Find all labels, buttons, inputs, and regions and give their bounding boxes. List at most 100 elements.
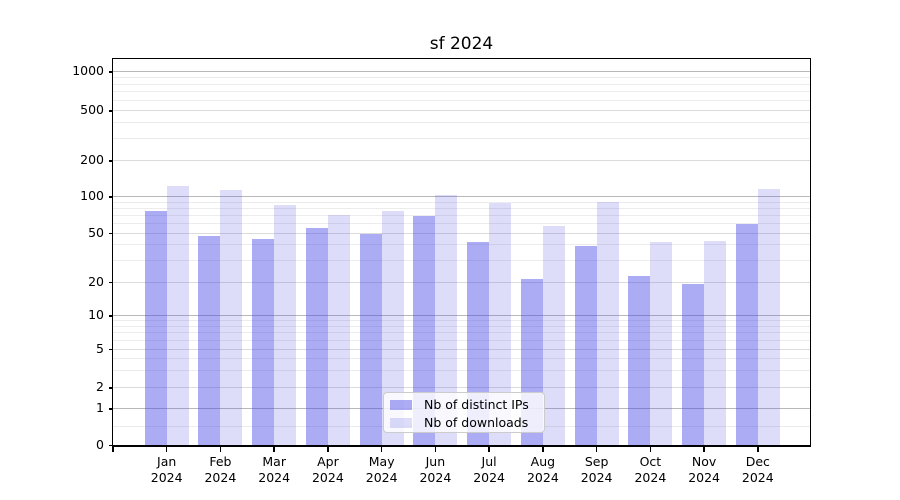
gridline xyxy=(113,281,810,283)
plot-area: Nb of distinct IPs Nb of downloads xyxy=(112,58,811,447)
x-tick-mark xyxy=(327,447,329,452)
minor-gridline xyxy=(113,137,810,139)
bar-downloads-jan xyxy=(166,186,189,445)
x-tick-mark xyxy=(703,447,705,452)
y-tick-label: 50 xyxy=(88,224,104,240)
minor-gridline xyxy=(113,370,810,371)
legend-entry-distinct-ips: Nb of distinct IPs xyxy=(384,396,544,414)
gridline xyxy=(113,387,810,388)
minor-gridline xyxy=(113,214,810,216)
y-tick-mark xyxy=(108,387,113,389)
minor-gridline xyxy=(113,357,810,359)
x-tick-mark xyxy=(595,447,598,452)
x-tick-label: Oct 2024 xyxy=(634,454,667,485)
y-tick-label: 20 xyxy=(88,273,104,289)
y-tick-mark xyxy=(108,281,113,283)
gridline xyxy=(113,71,810,72)
bar-downloads-jul xyxy=(489,203,512,445)
y-tick-mark xyxy=(108,408,113,410)
x-tick-label: Jul 2024 xyxy=(473,454,505,485)
minor-gridline xyxy=(113,320,810,322)
minor-gridline xyxy=(113,244,810,246)
x-tick-label: Mar 2024 xyxy=(258,454,291,485)
minor-gridline xyxy=(113,122,810,124)
x-tick-label: May 2024 xyxy=(365,454,398,485)
minor-gridline xyxy=(113,76,810,78)
gridline xyxy=(113,232,810,234)
y-tick-mark xyxy=(108,348,113,350)
bar-downloads-mar xyxy=(274,205,297,445)
y-tick-label: 200 xyxy=(80,152,104,167)
bar-distinct-ips-oct xyxy=(628,276,651,445)
gridline xyxy=(113,315,810,316)
legend: Nb of distinct IPs Nb of downloads xyxy=(383,392,545,433)
bar-distinct-ips-mar xyxy=(252,239,275,445)
x-tick-mark xyxy=(488,447,490,452)
x-tick-mark xyxy=(542,447,544,452)
bar-distinct-ips-feb xyxy=(198,235,221,445)
y-tick-mark xyxy=(108,71,113,73)
legend-entry-downloads: Nb of downloads xyxy=(384,414,544,432)
minor-gridline xyxy=(113,83,810,85)
bar-distinct-ips-apr xyxy=(305,227,328,445)
y-tick-mark xyxy=(108,232,113,234)
x-tick-label: Dec 2024 xyxy=(741,454,774,485)
x-tick-label: Apr 2024 xyxy=(311,454,344,485)
bar-distinct-ips-nov xyxy=(682,284,705,445)
legend-label-distinct-ips: Nb of distinct IPs xyxy=(424,397,529,412)
gridline xyxy=(113,160,810,161)
bar-distinct-ips-may xyxy=(359,233,382,445)
chart-title: sf 2024 xyxy=(429,34,494,54)
bar-downloads-oct xyxy=(650,241,673,445)
bar-downloads-dec xyxy=(757,188,780,445)
x-tick-label: Aug 2024 xyxy=(526,454,559,485)
legend-swatch-distinct-ips-icon xyxy=(390,400,412,410)
x-edge-tick-mark xyxy=(112,447,114,452)
y-tick-label: 1000 xyxy=(72,63,104,78)
y-tick-mark xyxy=(108,444,113,446)
bar-downloads-aug xyxy=(542,225,565,445)
legend-label-downloads: Nb of downloads xyxy=(424,415,529,430)
bar-downloads-apr xyxy=(327,214,350,445)
x-tick-mark xyxy=(273,447,275,452)
y-tick-label: 500 xyxy=(80,102,104,117)
minor-gridline xyxy=(113,325,810,327)
minor-gridline xyxy=(113,332,810,334)
y-tick-mark xyxy=(108,196,113,198)
x-tick-mark xyxy=(757,447,759,452)
x-tick-mark xyxy=(380,447,383,452)
bar-distinct-ips-sep xyxy=(574,245,597,445)
x-tick-label: Feb 2024 xyxy=(204,454,237,485)
gridline xyxy=(113,196,810,197)
minor-gridline xyxy=(113,339,810,341)
y-tick-label: 10 xyxy=(88,307,104,322)
x-tick-label: Jan 2024 xyxy=(150,454,183,485)
y-tick-mark xyxy=(108,110,113,112)
bar-downloads-nov xyxy=(704,240,727,445)
bar-distinct-ips-jun xyxy=(413,215,436,445)
legend-swatch-downloads-icon xyxy=(390,418,412,428)
y-tick-label: 2 xyxy=(96,379,104,394)
gridline xyxy=(113,348,810,350)
bar-downloads-feb xyxy=(220,190,243,445)
bar-downloads-sep xyxy=(596,201,619,445)
y-tick-label: 5 xyxy=(96,340,104,356)
bar-downloads-may xyxy=(381,210,404,445)
x-tick-label: Sep 2024 xyxy=(580,454,613,485)
minor-gridline xyxy=(113,207,810,209)
x-tick-mark xyxy=(649,447,652,452)
bar-distinct-ips-dec xyxy=(735,223,758,445)
minor-gridline xyxy=(113,91,810,93)
x-tick-mark xyxy=(434,447,437,452)
minor-gridline xyxy=(113,201,810,203)
bar-downloads-jun xyxy=(435,194,458,445)
minor-gridline xyxy=(113,99,810,101)
gridline xyxy=(113,110,810,111)
y-tick-label: 0 xyxy=(96,436,104,452)
y-tick-label: 1 xyxy=(96,400,104,415)
y-tick-label: 100 xyxy=(80,188,104,203)
y-tick-mark xyxy=(108,315,113,317)
x-tick-label: Nov 2024 xyxy=(688,454,720,485)
minor-gridline xyxy=(113,259,810,261)
